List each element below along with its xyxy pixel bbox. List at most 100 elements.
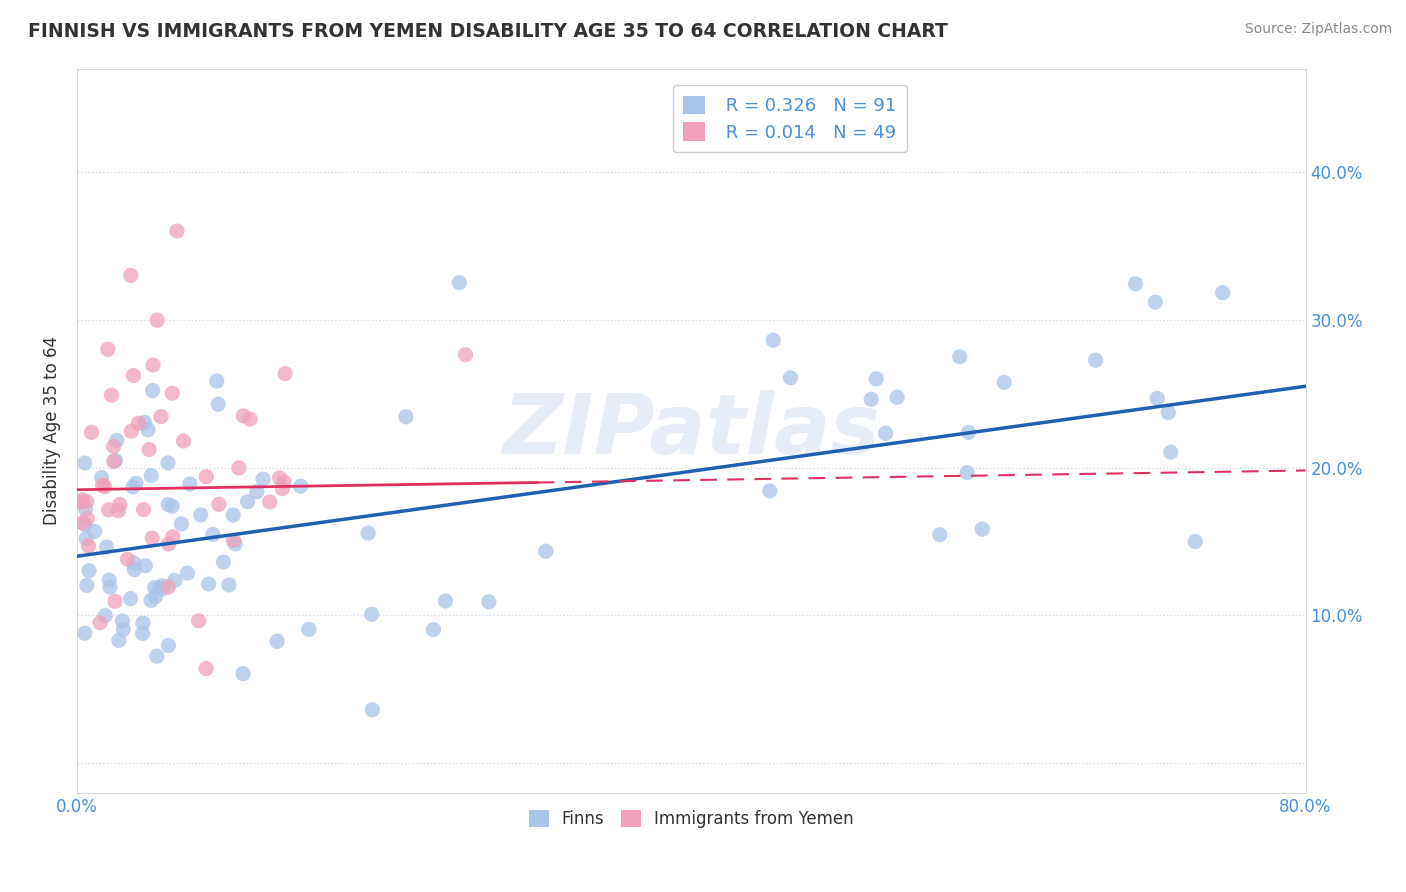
Text: FINNISH VS IMMIGRANTS FROM YEMEN DISABILITY AGE 35 TO 64 CORRELATION CHART: FINNISH VS IMMIGRANTS FROM YEMEN DISABIL… [28,22,948,41]
Point [94,608,117,623]
Point [228,461,250,475]
Point [122,556,145,570]
Point [232,409,254,423]
Point [157,498,180,512]
Point [97,343,120,357]
Point [83,524,105,539]
Point [779,371,801,385]
Point [97,503,120,517]
Point [273,475,295,489]
Point [134,416,156,430]
Point [107,503,129,517]
Point [108,498,131,512]
Point [77,539,100,553]
Point [108,633,131,648]
Point [252,472,274,486]
Point [89,615,111,630]
Point [274,367,297,381]
Point [179,477,201,491]
Legend: Finns, Immigrants from Yemen: Finns, Immigrants from Yemen [522,804,860,835]
Point [928,527,950,541]
Point [875,426,897,441]
Point [96,540,118,554]
Point [190,508,212,522]
Point [222,508,245,522]
Point [357,526,380,541]
Point [972,522,994,536]
Text: ZIPatlas: ZIPatlas [502,390,880,471]
Point [478,595,501,609]
Point [124,563,146,577]
Point [239,412,262,426]
Point [860,392,883,407]
Point [163,574,186,588]
Point [166,224,188,238]
Point [236,494,259,508]
Point [157,537,180,551]
Point [957,425,980,440]
Point [1146,392,1168,406]
Point [150,579,173,593]
Point [1157,405,1180,419]
Point [120,591,142,606]
Point [201,527,224,541]
Point [422,623,444,637]
Point [222,533,245,548]
Point [122,368,145,383]
Point [762,333,785,347]
Point [1144,295,1167,310]
Point [103,454,125,468]
Point [70,492,93,507]
Point [949,350,972,364]
Point [1084,353,1107,368]
Point [90,470,112,484]
Point [360,607,382,622]
Point [98,580,121,594]
Point [145,590,167,604]
Point [120,424,142,438]
Point [759,483,782,498]
Point [197,577,219,591]
Point [187,614,209,628]
Point [208,497,231,511]
Point [142,358,165,372]
Point [139,593,162,607]
Point [122,480,145,494]
Point [91,478,114,492]
Point [146,649,169,664]
Point [224,537,246,551]
Point [170,516,193,531]
Point [132,616,155,631]
Point [1184,534,1206,549]
Point [395,409,418,424]
Point [76,511,98,525]
Point [128,416,150,430]
Point [271,482,294,496]
Point [120,268,142,283]
Point [162,530,184,544]
Point [103,440,125,454]
Point [132,502,155,516]
Point [98,573,121,587]
Point [865,372,887,386]
Point [205,374,228,388]
Point [246,484,269,499]
Point [72,516,94,530]
Point [259,495,281,509]
Point [111,614,134,628]
Point [149,581,172,595]
Point [150,409,173,424]
Point [125,476,148,491]
Point [886,390,908,404]
Point [146,313,169,327]
Point [173,434,195,448]
Point [361,703,384,717]
Point [956,466,979,480]
Point [142,384,165,398]
Point [454,348,477,362]
Point [534,544,557,558]
Point [112,623,135,637]
Point [117,552,139,566]
Point [136,423,159,437]
Point [141,468,163,483]
